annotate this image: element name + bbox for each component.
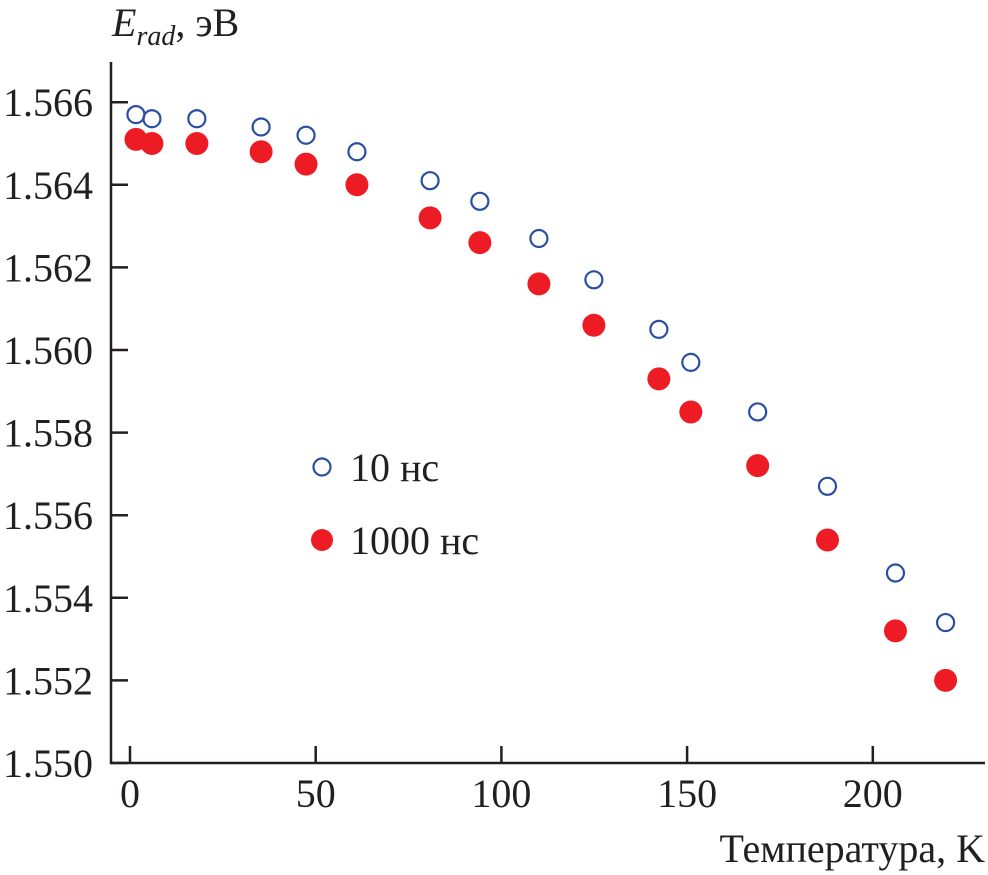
legend-item-1000ns: 1000 нс	[311, 518, 479, 563]
data-point-open	[681, 352, 701, 372]
x-tick-label: 150	[657, 771, 717, 816]
data-point-open	[296, 125, 316, 145]
data-point-open	[885, 563, 906, 583]
x-tick-label: 50	[296, 771, 336, 816]
data-point-filled	[345, 173, 369, 197]
legend-marker-filled-circle	[311, 529, 333, 551]
data-point-open	[187, 109, 207, 129]
y-tick-label: 1.566	[3, 80, 93, 125]
x-tick-label: 0	[120, 771, 140, 816]
data-point-open	[142, 109, 162, 129]
y-tick-label: 1.562	[3, 245, 93, 290]
y-tick-label: 1.550	[3, 741, 93, 786]
data-point-open	[817, 476, 838, 496]
data-point-filled	[140, 132, 164, 155]
legend-label: 10 нс	[350, 445, 439, 490]
y-tick-label: 1.560	[3, 328, 93, 373]
data-point-open	[251, 117, 271, 137]
data-point-filled	[746, 454, 770, 478]
data-point-filled	[647, 367, 671, 391]
legend-marker-open-circle	[312, 457, 332, 477]
x-ticks: 0 50 100 150 200	[120, 746, 903, 816]
x-axis-title: Температура, K	[720, 826, 986, 871]
data-point-open	[748, 402, 768, 422]
data-point-open	[649, 319, 669, 339]
y-axis-title-subscript: rad	[136, 21, 176, 52]
data-point-open	[347, 142, 367, 162]
data-point-open	[420, 171, 440, 191]
axes	[109, 62, 985, 765]
data-point-open	[126, 104, 146, 125]
data-point-filled	[527, 272, 551, 296]
data-point-filled	[468, 231, 492, 255]
data-point-filled	[582, 313, 606, 337]
y-axis-title-suffix: , эВ	[175, 0, 239, 45]
data-point-filled	[418, 206, 442, 230]
data-point-filled	[934, 668, 958, 692]
data-point-filled	[815, 528, 839, 552]
data-point-open	[935, 612, 956, 633]
y-tick-label: 1.554	[3, 576, 93, 621]
data-point-filled	[185, 132, 209, 155]
legend-item-10ns: 10 нс	[312, 445, 439, 490]
x-tick-label: 200	[843, 771, 903, 816]
data-point-open	[584, 270, 604, 290]
y-axis-title-main: E	[111, 0, 136, 45]
data-point-open	[470, 191, 490, 211]
data-point-filled	[294, 152, 318, 176]
series-open	[126, 104, 956, 633]
data-point-filled	[679, 400, 703, 424]
data-point-open	[529, 228, 549, 249]
data-point-filled	[249, 140, 273, 164]
data-point-filled	[883, 619, 907, 643]
data-points	[124, 104, 958, 692]
series-filled	[124, 127, 958, 692]
y-tick-label: 1.564	[3, 163, 93, 208]
y-tick-label: 1.552	[3, 658, 93, 703]
x-tick-label: 100	[471, 771, 531, 816]
y-tick-label: 1.558	[3, 411, 93, 456]
legend-label: 1000 нс	[350, 518, 479, 563]
legend: 10 нс 1000 нс	[311, 445, 479, 563]
y-ticks: 1.550 1.552 1.554 1.556 1.558 1.560 1.562 1.564…	[3, 80, 128, 786]
y-tick-label: 1.556	[3, 493, 93, 538]
y-axis-title: Erad, эВ	[111, 0, 239, 52]
